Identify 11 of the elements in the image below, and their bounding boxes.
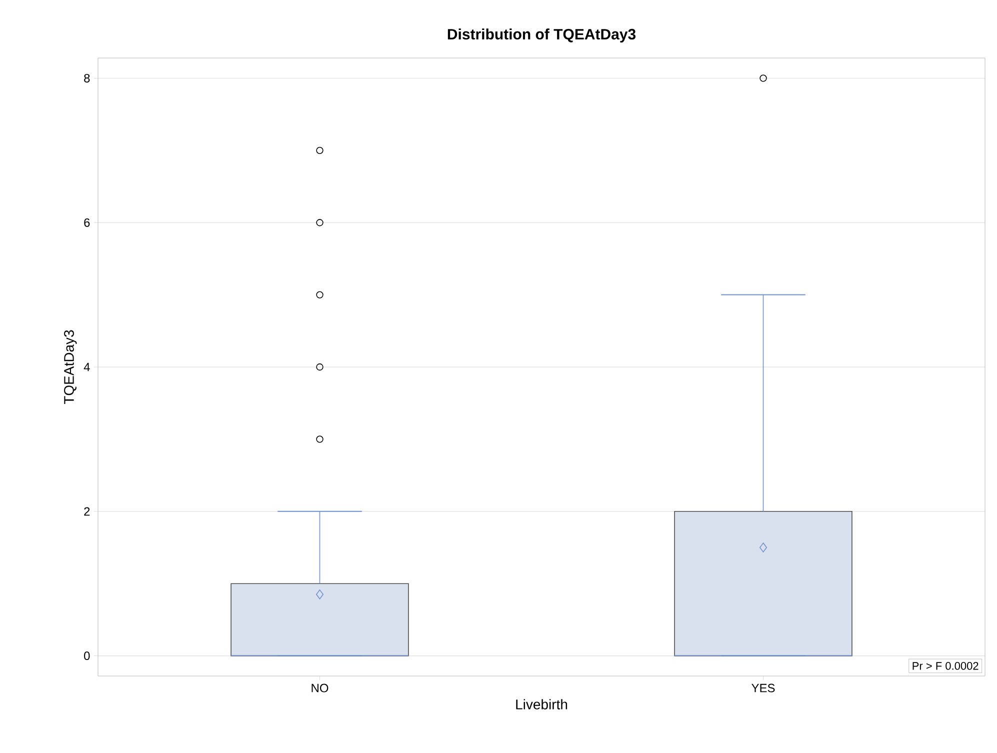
x-tick-label: YES — [752, 684, 775, 692]
x-axis-title: Livebirth — [516, 699, 568, 710]
annotation: Pr > F 0.0002 — [912, 662, 978, 670]
y-tick-label: 2 — [84, 507, 90, 516]
y-tick-label: 6 — [84, 218, 90, 227]
chart-title: Distribution of TQEAtDay3 — [448, 28, 636, 42]
y-tick-label: 0 — [84, 652, 90, 660]
y-axis-title: TQEAtDay3 — [64, 330, 77, 404]
x-tick-label: NO — [312, 684, 328, 692]
y-tick-label: 4 — [84, 362, 90, 372]
y-tick-label: 8 — [84, 74, 90, 82]
